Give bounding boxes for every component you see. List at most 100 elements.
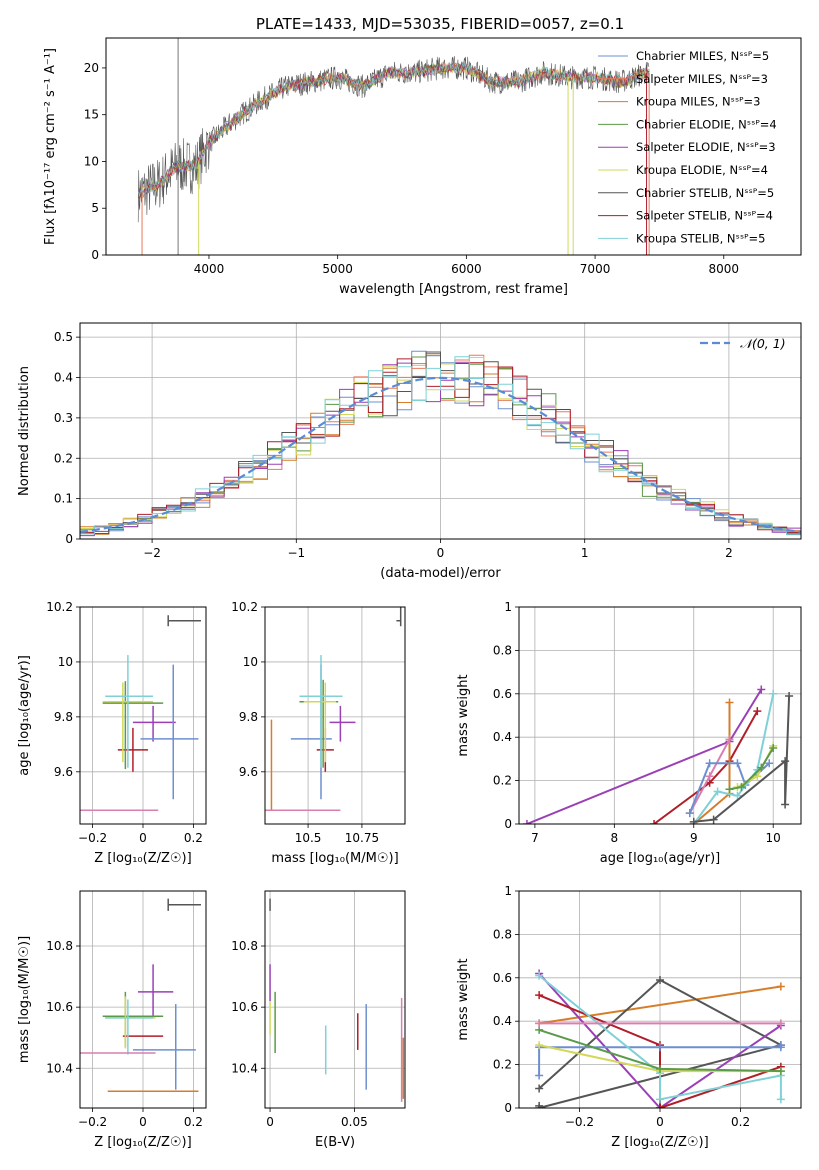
plot-residuals: −2 −1 0 1 2 0 0.1 0.2 0.3 0.4 0.5 (data-model)/erro… [17, 322, 802, 581]
weight-marker [705, 772, 714, 781]
y-axis-label: Flux [fλ10⁻¹⁷ erg cm⁻² s⁻¹ A⁻¹] [43, 48, 58, 245]
x-tick-label: 0.2 [731, 1115, 750, 1129]
error-point [299, 679, 339, 768]
y-tick-label: 9.6 [239, 765, 258, 779]
weight-series [535, 1041, 785, 1080]
legend-label: Kroupa ELODIE, Nˢˢᴾ=4 [636, 163, 768, 177]
x-tick-label: −0.2 [78, 831, 107, 845]
y-tick-label: 0.8 [493, 927, 512, 941]
y-tick-label: 0.2 [54, 451, 73, 465]
weight-marker [776, 1041, 785, 1050]
weight-line [526, 688, 763, 824]
y-tick-label: 10.2 [231, 600, 258, 614]
y-tick-label: 0 [91, 248, 99, 262]
y-axis-label: Normed distribution [17, 366, 32, 496]
plot-spectrum: 4000 5000 6000 7000 8000 0 5 10 15 20 wavelength [… [43, 37, 802, 297]
y-tick-label: 9.6 [54, 765, 73, 779]
y-tick-label: 10.6 [231, 1000, 258, 1014]
weight-marker [713, 787, 722, 796]
error-point [167, 615, 201, 627]
normal-reference-curve [80, 376, 801, 533]
weight-line [729, 745, 775, 791]
plot-frame [518, 606, 802, 825]
plot-mass_vs_EBV: 0 0.05 10.4 10.6 10.8 E(B-V) [231, 890, 406, 1150]
x-axis-label: wavelength [Angstrom, rest frame] [339, 282, 568, 297]
x-axis-label: age [log₁₀(age/yr)] [600, 851, 721, 866]
weight-marker [733, 759, 742, 768]
weight-marker [522, 820, 531, 824]
plot-area [137, 38, 650, 255]
plot-age_vs_mass: 10.5 10.75 9.6 9.8 10 10.2 mass [log₁₀(M/M☉)] [231, 600, 406, 866]
error-point [102, 991, 164, 1047]
weight-marker [535, 971, 544, 980]
legend-label: Chabrier ELODIE, Nˢˢᴾ=4 [636, 117, 777, 131]
y-tick-label: 0.2 [493, 1058, 512, 1072]
plot-frame [105, 37, 802, 256]
plot-frame [518, 890, 802, 1109]
legend: 𝒩(0, 1) [700, 336, 786, 351]
weight-marker [765, 759, 774, 768]
x-tick-label: 1 [581, 546, 589, 560]
x-axis-label: mass [log₁₀(M/M☉)] [271, 851, 398, 866]
plot-frame [264, 890, 406, 1109]
x-tick-label: 5000 [322, 262, 353, 276]
weight-marker [685, 809, 694, 818]
x-tick-label: 8 [611, 831, 619, 845]
y-tick-label: 0.8 [493, 643, 512, 657]
x-tick-label: 0 [266, 1115, 274, 1129]
y-tick-label: 0.4 [493, 730, 512, 744]
weight-marker [656, 975, 664, 984]
model-spectrum [137, 61, 650, 195]
y-tick-label: 0.1 [54, 492, 73, 506]
weight-marker [781, 757, 790, 766]
plot-mass_weight_vs_age: 7 8 9 10 0 0.2 0.4 0.6 0.8 1 age [log₁₀(age/yr)] ma… [456, 600, 802, 866]
legend-label: 𝒩(0, 1) [740, 336, 786, 351]
plot-frame [79, 322, 802, 540]
error-point [105, 655, 154, 768]
y-tick-label: 10.4 [46, 1061, 73, 1075]
y-tick-label: 10.2 [46, 600, 73, 614]
y-tick-label: 9.8 [54, 710, 73, 724]
error-point [329, 705, 356, 742]
weight-marker [776, 1019, 785, 1028]
x-tick-label: 10.5 [295, 831, 322, 845]
x-tick-label: 0.2 [184, 831, 203, 845]
weight-marker [769, 744, 778, 753]
plot-age_vs_Z: −0.2 0 0.2 9.6 9.8 10 10.2 Z [log₁₀(Z/Z☉)] age [… [17, 600, 207, 866]
model-spectrum [137, 62, 650, 197]
y-tick-label: 10 [84, 154, 99, 168]
plot-area [80, 615, 201, 812]
x-tick-label: 0 [437, 546, 445, 560]
weight-marker [656, 1043, 664, 1052]
y-tick-label: 20 [84, 61, 99, 75]
plot-area [535, 969, 785, 1108]
x-tick-label: 10 [766, 831, 781, 845]
legend-label: Kroupa STELIB, Nˢˢᴾ=5 [636, 231, 765, 245]
weight-line [729, 747, 775, 791]
x-tick-label: 7 [531, 831, 539, 845]
weight-marker [725, 785, 734, 794]
model-spectrum [137, 61, 650, 198]
weight-series [689, 689, 778, 824]
weight-marker [776, 1067, 785, 1076]
weight-marker [737, 783, 746, 792]
weight-marker [535, 1101, 544, 1108]
y-axis-label: mass weight [456, 958, 471, 1040]
x-tick-label: −0.2 [565, 1115, 594, 1129]
weight-line [653, 710, 759, 824]
weight-marker [535, 1041, 544, 1050]
y-tick-label: 10.6 [46, 1000, 73, 1014]
weight-marker [753, 772, 762, 781]
weight-marker [705, 759, 714, 768]
plot-mass_vs_Z: −0.2 0 0.2 10.4 10.6 10.8 Z [log₁₀(Z/Z☉)] mass … [17, 890, 207, 1150]
weight-series [725, 741, 778, 794]
legend-label: Salpeter ELODIE, Nˢˢᴾ=3 [636, 140, 776, 154]
y-tick-label: 1 [504, 884, 512, 898]
y-tick-label: 0.3 [54, 411, 73, 425]
x-tick-label: 0 [139, 1115, 147, 1129]
weight-marker [650, 820, 659, 824]
error-point [105, 999, 154, 1055]
weight-marker [535, 1084, 544, 1093]
y-tick-label: 1 [504, 600, 512, 614]
